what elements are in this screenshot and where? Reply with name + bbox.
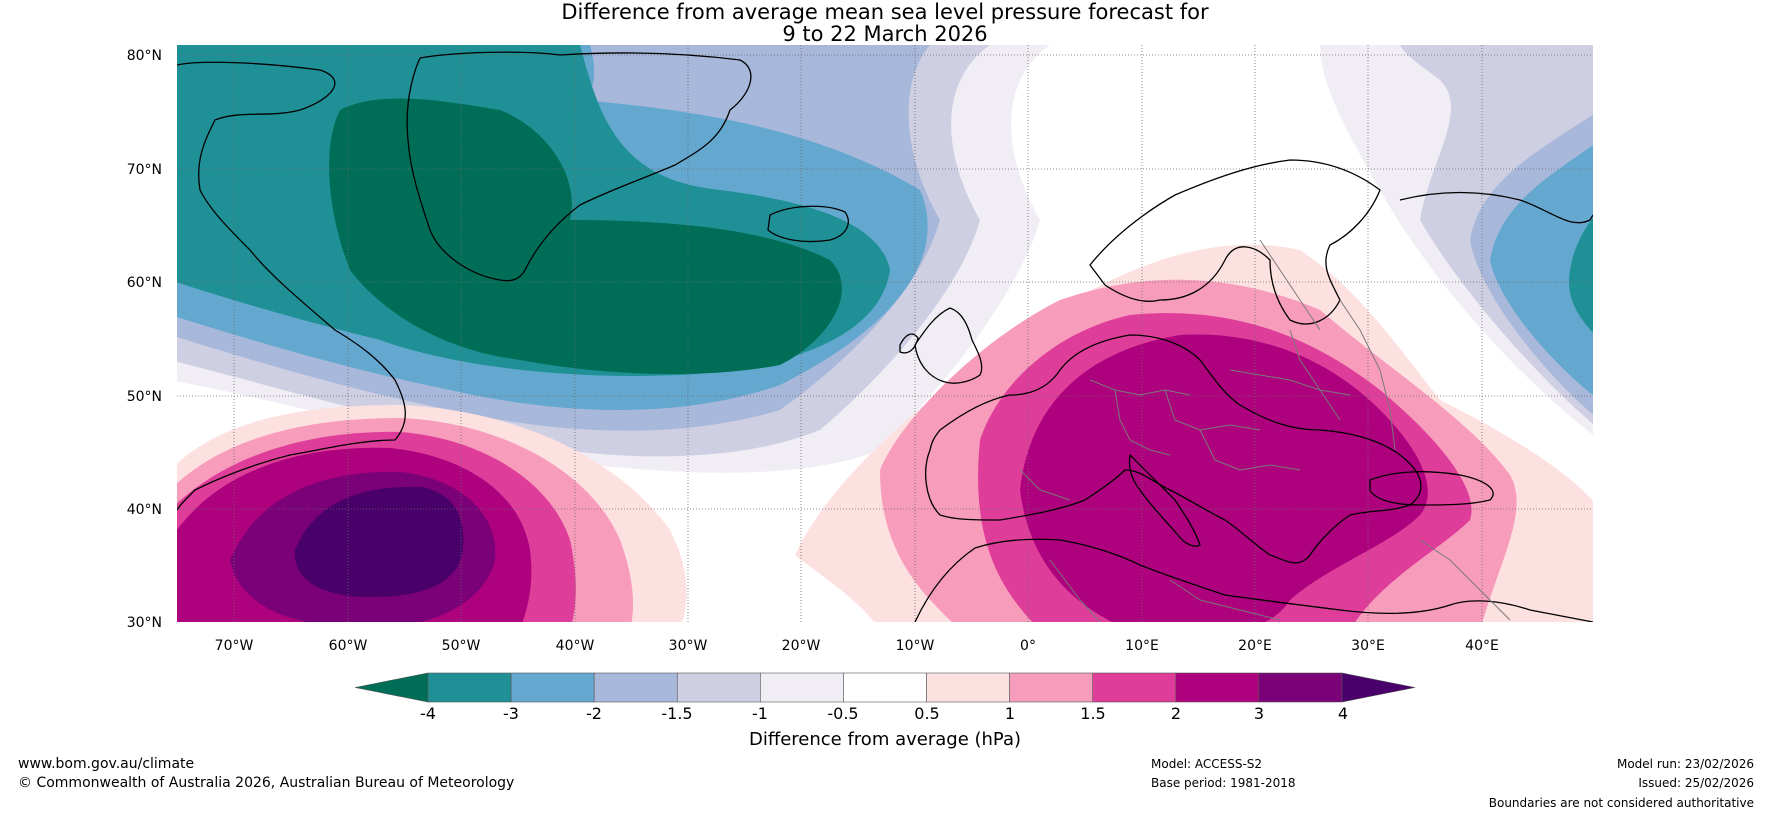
footer-issued: Issued: 25/02/2026 [1638,776,1754,790]
colorbar-swatch [1258,672,1343,703]
latitude-labels: 80°N 70°N 60°N 50°N 40°N 30°N [127,48,162,631]
cbar-tick-minus-3: -3 [503,704,519,723]
cbar-tick-minus-0-5: -0.5 [827,704,858,723]
border-line-2 [1114,389,1171,456]
footer-disclaimer: Boundaries are not considered authoritat… [1488,796,1754,810]
footer-copyright: © Commonwealth of Australia 2026, Austra… [18,775,515,791]
positive-anomaly-europe [795,244,1593,622]
contour-minus-4 [329,98,842,375]
colorbar-swatch [1175,672,1260,703]
contour-minus-2-east [1490,145,1593,395]
cbar-tick-minus-4: -4 [420,704,436,723]
cbar-tick-4: 4 [1338,704,1348,723]
contour-plus-2-europe [1020,334,1428,622]
colorbar-ticks: -4 -3 -2 -1.5 -1 -0.5 0.5 1 1.5 2 3 4 [420,704,1348,723]
lat-label-40n: 40°N [127,502,162,518]
cbar-tick-1-5: 1.5 [1080,704,1105,723]
lat-label-60n: 60°N [127,275,162,291]
contour-minus-3-east [1569,217,1593,333]
colorbar-high-arrow [1341,672,1416,703]
colorbar-swatch [510,672,595,703]
negative-anomaly-east [1320,45,1593,435]
cbar-tick-2: 2 [1171,704,1181,723]
cbar-tick-0-5: 0.5 [914,704,939,723]
colorbar-swatch [593,672,678,703]
colorbar-low-arrow [354,672,429,703]
lon-label-30w: 30°W [669,638,708,654]
lon-label-10e: 10°E [1125,638,1159,654]
border-line-5 [1229,369,1351,396]
colorbar-label: Difference from average (hPa) [749,729,1021,750]
footer-website: www.bom.gov.au/climate [18,756,195,772]
border-line-6 [1289,329,1341,421]
lon-label-30e: 30°E [1351,638,1385,654]
title-line-2: 9 to 22 March 2026 [782,22,987,46]
lon-label-60w: 60°W [329,638,368,654]
border-line-10 [1049,559,1101,622]
contour-plus-4 [294,486,464,597]
british-isles-coast [899,307,983,384]
longitude-labels: 70°W 60°W 50°W 40°W 30°W 20°W 10°W 0° 10… [215,638,1499,654]
border-line-1 [1089,379,1191,396]
canada-arctic-coast [177,61,406,511]
lon-label-40e: 40°E [1465,638,1499,654]
east-europe-coast [1399,191,1593,224]
country-borders [1019,239,1511,622]
border-line-11 [1169,579,1281,621]
title-line-1: Difference from average mean sea level p… [561,0,1209,24]
lon-label-20e: 20°E [1238,638,1272,654]
positive-anomaly-west-atlantic [177,405,687,622]
graticule [177,45,1593,622]
colorbar-swatch [676,672,761,703]
lon-label-40w: 40°W [556,638,595,654]
lon-label-20w: 20°W [782,638,821,654]
footer-model-run: Model run: 23/02/2026 [1616,757,1754,771]
scandinavia-coast [1089,159,1381,325]
lat-label-30n: 30°N [127,615,162,631]
lat-label-50n: 50°N [127,389,162,405]
cbar-tick-minus-1-5: -1.5 [661,704,692,723]
colorbar-swatch [427,672,512,703]
lat-label-70n: 70°N [127,162,162,178]
border-line-9 [1019,469,1071,501]
colorbar-swatches [354,672,1416,703]
negative-anomaly-north-atlantic [177,45,1050,473]
north-africa-coast [914,538,1593,622]
colorbar-swatch [926,672,1010,703]
border-line-7 [1259,239,1321,331]
lat-label-80n: 80°N [127,48,162,64]
coastlines [177,51,1593,622]
italy-coast [1128,454,1201,547]
colorbar-swatch [1092,672,1177,703]
border-line-8 [1339,299,1396,451]
footer-base-period: Base period: 1981-2018 [1151,776,1296,790]
cbar-tick-3: 3 [1254,704,1264,723]
greenland-coast [406,51,752,282]
cbar-tick-minus-1: -1 [752,704,768,723]
cbar-tick-1: 1 [1005,704,1015,723]
europe-coast [925,334,1422,564]
lon-label-0: 0° [1020,638,1036,654]
map-panel [177,45,1593,622]
black-sea-coast [1369,471,1494,506]
colorbar: -4 -3 -2 -1.5 -1 -0.5 0.5 1 1.5 2 3 4 Di… [354,672,1416,750]
border-line-12 [1419,539,1511,621]
footer-model: Model: ACCESS-S2 [1151,757,1263,771]
colorbar-swatch [843,672,927,703]
lon-label-70w: 70°W [215,638,254,654]
border-line-4 [1199,429,1301,471]
lon-label-10w: 10°W [896,638,935,654]
iceland-coast [767,205,849,243]
colorbar-swatch [760,672,844,703]
colorbar-swatch [1009,672,1094,703]
cbar-tick-minus-2: -2 [586,704,602,723]
lon-label-50w: 50°W [442,638,481,654]
